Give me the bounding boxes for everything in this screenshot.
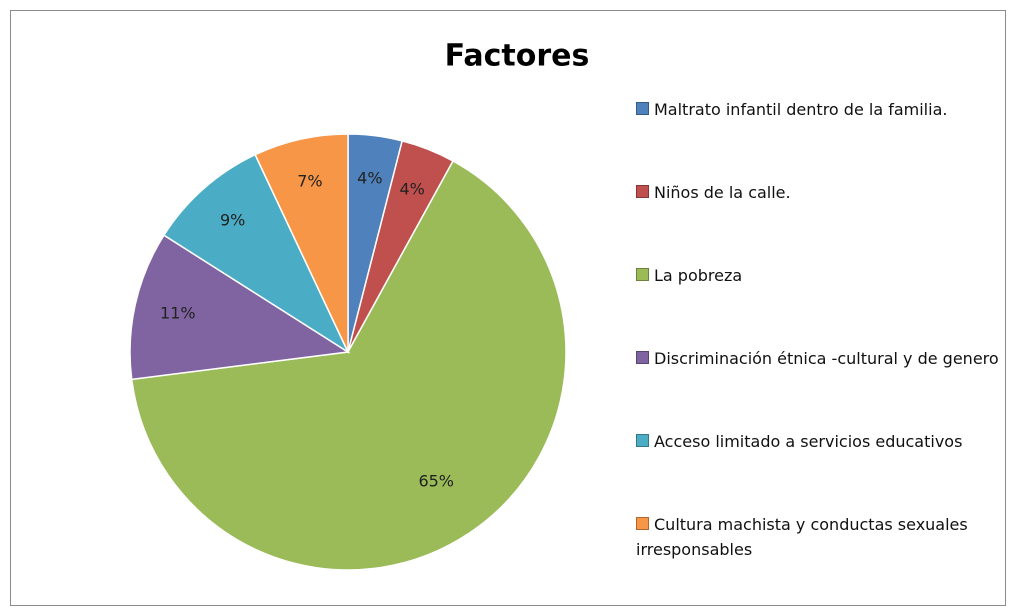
legend-swatch [636,517,649,530]
legend-swatch [636,268,649,281]
legend-swatch [636,102,649,115]
pie-slice [254,133,349,353]
legend-label: Acceso limitado a servicios educativos [654,432,963,451]
legend-label: Cultura machista y conductas sexuales ir… [636,515,968,559]
data-label: 9% [220,211,245,230]
legend-item: Discriminación étnica -cultural y de gen… [636,346,1006,371]
legend-item: Acceso limitado a servicios educativos [636,429,1006,454]
pie-slice [130,159,567,571]
pie-slice [162,153,350,355]
data-label: 65% [418,471,454,490]
legend-swatch [636,185,649,198]
legend-label: La pobreza [654,266,743,285]
legend-label: Niños de la calle. [654,183,791,202]
legend-label: Maltrato infantil dentro de la familia. [654,100,948,119]
data-label: 11% [160,303,196,322]
legend-item: Maltrato infantil dentro de la familia. [636,97,1006,122]
data-label: 4% [357,168,382,187]
data-label: 7% [297,171,322,190]
pie-slice [129,234,351,381]
legend-item: La pobreza [636,263,1006,288]
legend-swatch [636,434,649,447]
legend-item: Niños de la calle. [636,180,1006,205]
legend-item: Cultura machista y conductas sexuales ir… [636,512,1006,562]
data-label: 4% [400,179,425,198]
legend-swatch [636,351,649,364]
chart-title: Factores [445,39,590,74]
legend-label: Discriminación étnica -cultural y de gen… [654,349,999,368]
